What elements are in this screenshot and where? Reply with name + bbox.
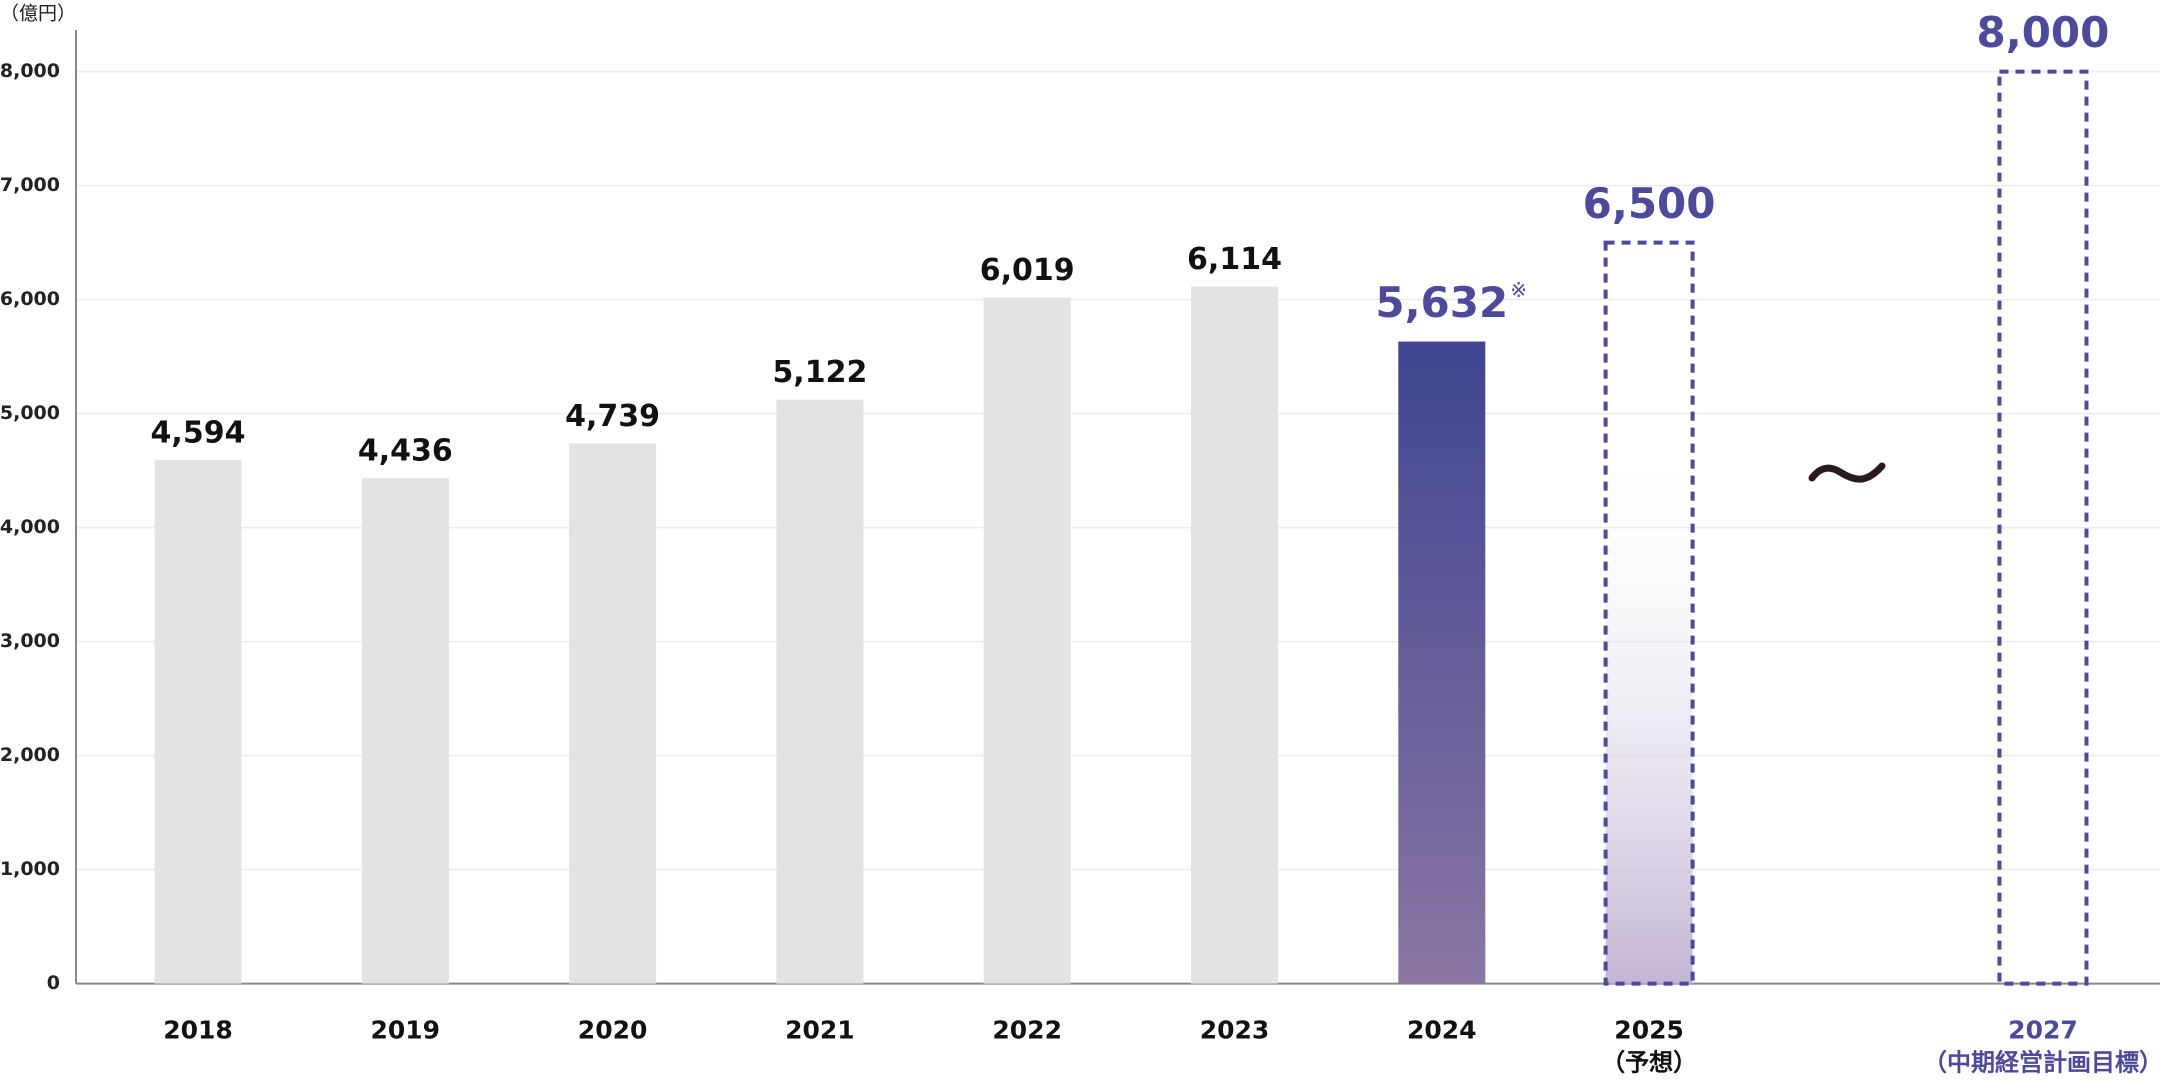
bar [361, 477, 449, 984]
x-tick-label: 2019 [371, 1016, 441, 1045]
y-tick-label: 4,000 [0, 516, 60, 538]
bar [1603, 240, 1695, 986]
y-tick-label: 0 [47, 972, 60, 994]
x-tick-label: 2025 [1614, 1016, 1684, 1045]
y-unit: （億円） [0, 3, 76, 25]
x-tick-sublabel: （中期経営計画目標） [1923, 1049, 2160, 1077]
value-label: 6,019 [980, 253, 1075, 288]
axis-break [1808, 462, 1886, 483]
x-tick-label: 2023 [1200, 1016, 1270, 1045]
bar [154, 459, 242, 984]
y-tick-label: 1,000 [0, 858, 60, 880]
y-tick-label: 2,000 [0, 744, 60, 766]
y-tick-label: 6,000 [0, 288, 60, 310]
bar [569, 443, 657, 984]
x-tick-sublabel: （予想） [1601, 1049, 1697, 1077]
x-tick-label: 2022 [992, 1016, 1062, 1045]
value-label: 5,632 [1375, 278, 1508, 327]
value-label: 6,500 [1583, 179, 1716, 228]
y-tick-label: 7,000 [0, 174, 60, 196]
x-tick-label: 2024 [1407, 1016, 1477, 1045]
value-label: 6,114 [1187, 242, 1282, 277]
value-label: 4,436 [358, 433, 453, 468]
value-label: 4,739 [565, 399, 660, 434]
x-tick-label: 2027 [2008, 1016, 2078, 1045]
y-tick-label: 5,000 [0, 402, 60, 424]
y-tick-label: 3,000 [0, 630, 60, 652]
x-tick-label: 2020 [578, 1016, 648, 1045]
y-tick-label: 8,000 [0, 60, 60, 82]
bar [1191, 286, 1278, 984]
bar [1997, 69, 2089, 986]
bar [1398, 341, 1486, 984]
value-label-mark: ※ [1510, 278, 1527, 302]
bar [983, 297, 1071, 984]
bar [776, 399, 864, 984]
value-label: 8,000 [1977, 8, 2110, 57]
value-label: 5,122 [772, 355, 867, 390]
x-tick-label: 2018 [163, 1016, 233, 1045]
value-label: 4,594 [151, 415, 246, 450]
x-tick-label: 2021 [785, 1016, 855, 1045]
